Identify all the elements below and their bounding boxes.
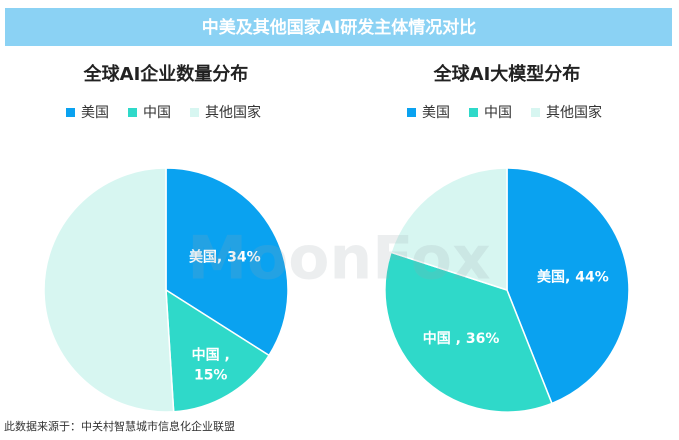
banner-bg <box>5 8 672 46</box>
data-label-line: 15% <box>194 368 228 384</box>
data-label: 中国 , 15% <box>192 347 230 384</box>
data-label: 美国, 44% <box>537 268 609 285</box>
legend-label: 其他国家 <box>205 104 261 121</box>
legend-label: 其他国家 <box>546 104 602 121</box>
pie-slice <box>43 167 175 413</box>
data-label: 中国 , 36% <box>423 330 500 347</box>
legend-swatch <box>407 108 416 117</box>
legend-swatch <box>128 108 137 117</box>
legend-label: 中国 <box>143 105 171 121</box>
chart-title: 全球AI企业数量分布 <box>83 63 249 85</box>
legend-swatch <box>66 108 75 117</box>
pie-slice <box>165 288 271 413</box>
pie-slice <box>384 251 553 413</box>
legend-swatch <box>190 108 199 117</box>
watermark: MoonFox <box>187 224 490 294</box>
pie-slice <box>506 167 630 405</box>
banner-title: 中美及其他国家AI研发主体情况对比 <box>202 17 476 38</box>
pie-slice <box>390 167 508 292</box>
data-label-line: 中国 , <box>192 347 230 364</box>
legend-swatch <box>531 108 540 117</box>
legend-label: 中国 <box>484 105 512 121</box>
legend-label: 美国 <box>81 105 109 121</box>
chart-title: 全球AI大模型分布 <box>433 63 581 85</box>
data-label: 美国, 34% <box>189 249 261 266</box>
source-note: 此数据来源于：中关村智慧城市信息化企业联盟 <box>4 419 235 433</box>
legend-label: 美国 <box>422 105 450 121</box>
legend-swatch <box>469 108 478 117</box>
